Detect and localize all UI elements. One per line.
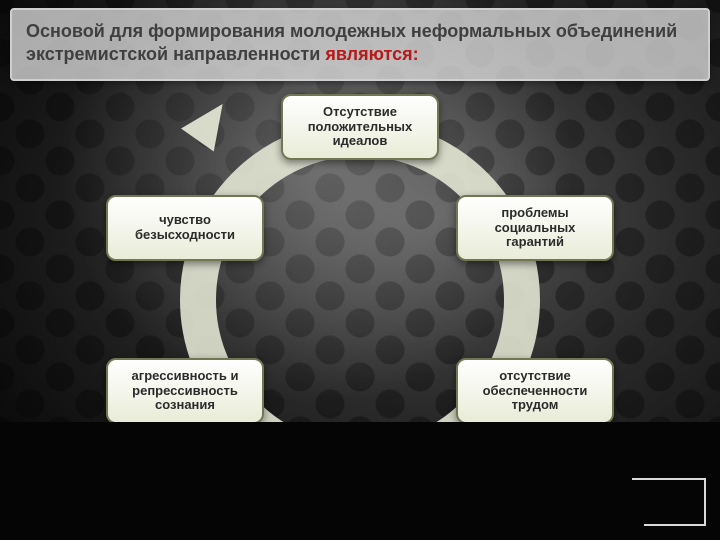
cycle-node-right-upper: проблемы социальных гарантий (456, 195, 614, 261)
cycle-node-left-upper: чувство безысходности (106, 195, 264, 261)
slide-title-box: Основой для формирования молодежных нефо… (10, 8, 710, 81)
cycle-node-top: Отсутствие положительных идеалов (281, 94, 439, 160)
corner-accent (632, 478, 706, 526)
cycle-node-left-lower: агрессивность и репрессивность сознания (106, 358, 264, 424)
slide-canvas: Основой для формирования молодежных нефо… (0, 0, 720, 540)
cycle-node-right-lower: отсутствие обеспеченности трудом (456, 358, 614, 424)
slide-title-highlight: являются: (325, 44, 418, 64)
bottom-strip (0, 422, 720, 540)
